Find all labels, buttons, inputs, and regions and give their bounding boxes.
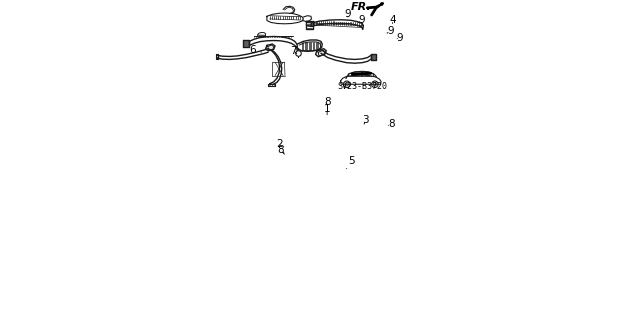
Text: 3: 3 [362, 115, 369, 125]
Text: 9: 9 [397, 33, 403, 42]
Polygon shape [306, 21, 313, 29]
Text: 7: 7 [290, 46, 297, 56]
Text: 1: 1 [324, 104, 330, 115]
FancyArrow shape [376, 3, 383, 8]
Text: 9: 9 [344, 9, 351, 19]
Polygon shape [268, 84, 275, 85]
Polygon shape [316, 48, 326, 57]
Text: 2: 2 [276, 139, 284, 153]
Text: 4: 4 [389, 15, 396, 25]
Text: SV23-B3720: SV23-B3720 [337, 83, 387, 92]
Polygon shape [266, 44, 275, 51]
Text: 6: 6 [249, 45, 262, 55]
Text: 8: 8 [277, 145, 284, 155]
Text: 8: 8 [388, 119, 394, 129]
Text: 8: 8 [324, 97, 330, 108]
Polygon shape [371, 54, 376, 60]
Text: 5: 5 [346, 156, 355, 169]
Polygon shape [216, 54, 218, 59]
Polygon shape [243, 40, 250, 47]
Text: 9: 9 [387, 26, 394, 35]
Text: FR.: FR. [351, 2, 371, 12]
Text: 9: 9 [358, 15, 365, 25]
